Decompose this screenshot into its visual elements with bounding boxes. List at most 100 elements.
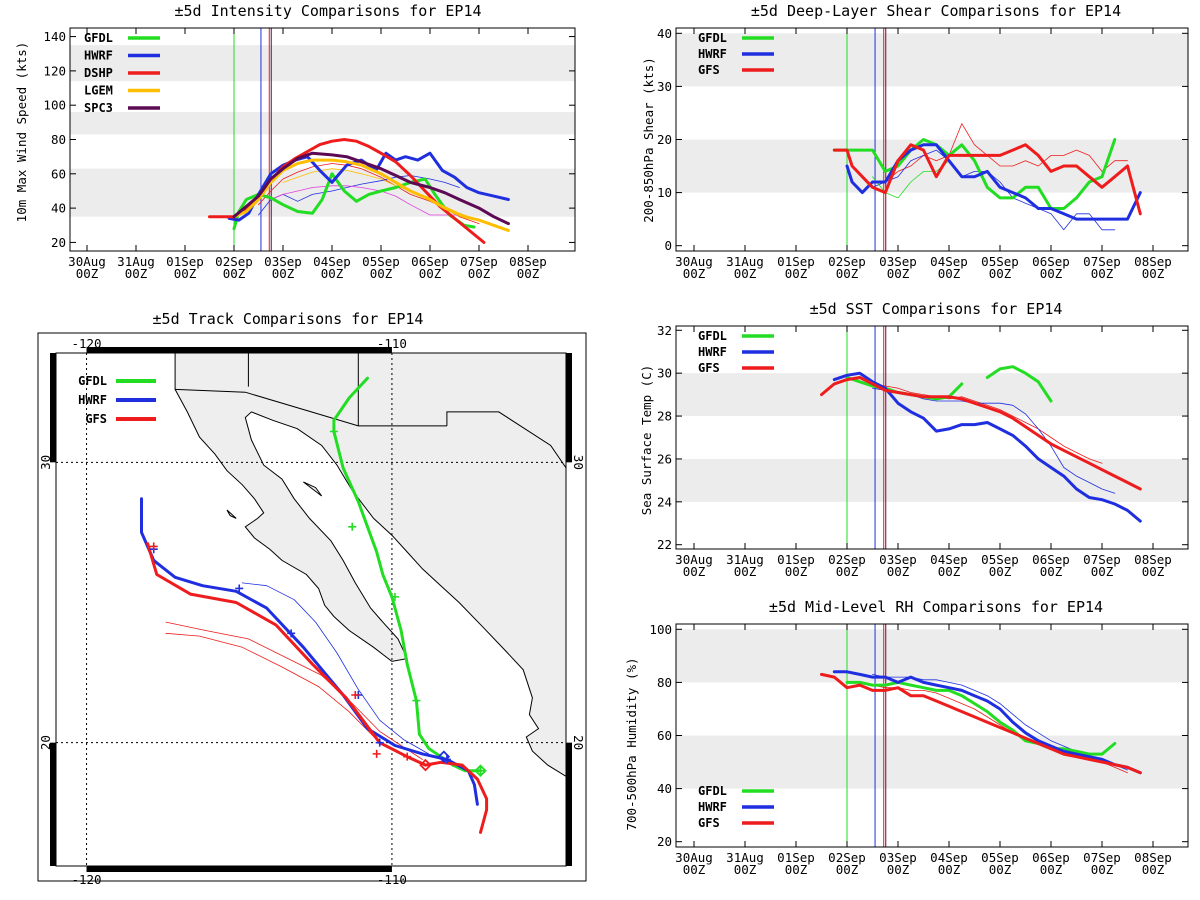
ytick-label: 60: [657, 728, 672, 743]
xtick-hour: 00Z: [419, 266, 442, 281]
legend-label-gfs: GFS: [85, 412, 107, 426]
xtick-date: 07Sep: [1083, 552, 1121, 567]
track-marker: [351, 691, 360, 699]
xtick-date: 02Sep: [828, 850, 866, 865]
xtick-date: 07Sep: [1083, 850, 1121, 865]
track-thin-red-2: [165, 632, 381, 744]
xtick-hour: 00Z: [734, 564, 757, 579]
xtick-hour: 00Z: [272, 266, 295, 281]
ytick-label: 32: [657, 323, 672, 338]
xtick-date: 08Sep: [1134, 552, 1172, 567]
xtick-hour: 00Z: [468, 266, 491, 281]
xtick-date: 03Sep: [264, 254, 302, 269]
xtick-date: 07Sep: [460, 254, 498, 269]
xtick-hour: 00Z: [836, 266, 859, 281]
xtick-hour: 00Z: [1040, 862, 1063, 877]
legend-label-hwrf: HWRF: [698, 345, 727, 359]
track-marker: [235, 584, 244, 593]
xtick-date: 31Aug: [726, 552, 764, 567]
track-marker: [375, 738, 384, 747]
track-map: -120 -120 -110 -110 30 30 20 20 GFDL HWRF GFS: [37, 332, 587, 887]
xtick-date: 04Sep: [313, 254, 351, 269]
lon-label-top: -120: [71, 336, 101, 351]
rh-title: ±5d Mid-Level RH Comparisons for EP14: [769, 598, 1103, 616]
plot-frame: [675, 325, 1189, 550]
ytick-label: 26: [657, 451, 672, 466]
ytick-label: 20: [657, 834, 672, 849]
legend-label-gfs: GFS: [698, 816, 720, 830]
ytick-label: 100: [649, 622, 672, 637]
shear-title: ±5d Deep-Layer Shear Comparisons for EP1…: [751, 2, 1121, 20]
xtick-hour: 00Z: [734, 862, 757, 877]
shear-ylabel: 200-850hPa Shear (kts): [641, 57, 656, 223]
xtick-hour: 00Z: [1142, 862, 1165, 877]
legend-label-gfdl: GFDL: [84, 31, 113, 45]
ytick-label: 30: [657, 366, 672, 381]
plot-area: [208, 28, 510, 251]
lat-label-left: 20: [38, 735, 53, 750]
map-area: [56, 353, 566, 866]
legend-label-gfdl: GFDL: [698, 329, 727, 343]
island: [303, 481, 323, 497]
ytick-label: 40: [657, 781, 672, 796]
xtick-hour: 00Z: [683, 266, 706, 281]
xtick-hour: 00Z: [683, 862, 706, 877]
rh-chart: 2040608010030Aug00Z31Aug00Z01Sep00Z02Sep…: [649, 622, 1189, 877]
series-thin-magenta: [270, 185, 460, 216]
ytick-label: 30: [657, 79, 672, 94]
series-gfdl: [832, 138, 1117, 210]
map-border-bar: [566, 742, 572, 866]
xtick-hour: 00Z: [1040, 266, 1063, 281]
map-border-bar: [566, 353, 572, 463]
mainland: [174, 353, 566, 777]
series-gfs: [832, 143, 1142, 216]
ytick-label: 0: [664, 238, 672, 253]
xtick-hour: 00Z: [174, 266, 197, 281]
xtick-hour: 00Z: [1142, 266, 1165, 281]
ytick-label: 140: [43, 29, 66, 44]
series-gfs: [820, 376, 1142, 491]
legend-label-hwrf: HWRF: [698, 800, 727, 814]
plot-area: [820, 326, 1142, 549]
plot-area: [832, 28, 1142, 251]
shaded-band: [70, 45, 575, 82]
xtick-date: 01Sep: [166, 254, 204, 269]
ytick-label: 80: [51, 132, 66, 147]
xtick-date: 06Sep: [411, 254, 449, 269]
xtick-hour: 00Z: [734, 266, 757, 281]
xtick-date: 05Sep: [981, 850, 1019, 865]
track-start-diamond: [419, 758, 432, 772]
rh-ylabel: 700-500hPa Humidity (%): [624, 657, 639, 830]
xtick-date: 31Aug: [726, 850, 764, 865]
island: [226, 509, 237, 519]
shaded-band: [676, 458, 1188, 502]
shaded-band: [676, 629, 1188, 683]
xtick-date: 06Sep: [1032, 850, 1070, 865]
intensity-ylabel: 10m Max Wind Speed (kts): [14, 42, 29, 223]
series-lgem: [232, 158, 510, 232]
xtick-date: 05Sep: [981, 254, 1019, 269]
legend-label-gfs: GFS: [698, 63, 720, 77]
sst-title: ±5d SST Comparisons for EP14: [810, 300, 1063, 318]
xtick-hour: 00Z: [785, 564, 808, 579]
xtick-date: 04Sep: [930, 850, 968, 865]
xtick-date: 30Aug: [675, 552, 713, 567]
series-hwrf: [845, 143, 1142, 221]
sst-chart: 22242628303230Aug00Z31Aug00Z01Sep00Z02Se…: [657, 323, 1189, 579]
ytick-label: 100: [43, 98, 66, 113]
track-marker: [149, 542, 158, 551]
legend-label-dshp: DSHP: [84, 66, 113, 80]
border-line: [446, 411, 566, 469]
xtick-hour: 00Z: [1091, 266, 1114, 281]
ytick-label: 40: [51, 201, 66, 216]
track-thin-blue: [241, 582, 430, 755]
xtick-hour: 00Z: [785, 266, 808, 281]
lat-label-right: 20: [571, 735, 586, 750]
xtick-date: 07Sep: [1083, 254, 1121, 269]
map-outer-frame: [37, 332, 587, 882]
xtick-hour: 00Z: [938, 266, 961, 281]
shaded-band: [676, 33, 1188, 87]
xtick-date: 30Aug: [675, 254, 713, 269]
track-marker: [329, 427, 338, 436]
ytick-label: 20: [51, 235, 66, 250]
